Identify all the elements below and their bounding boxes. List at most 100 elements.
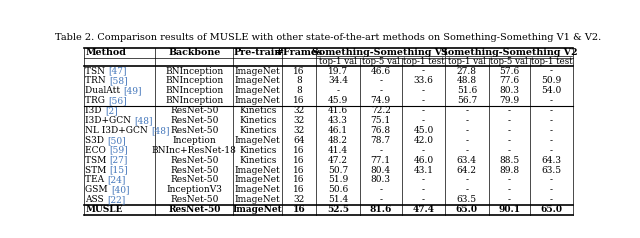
Text: -: - (380, 86, 382, 95)
Text: ResNet-50: ResNet-50 (170, 195, 218, 204)
Text: 45.0: 45.0 (413, 126, 434, 135)
Text: -: - (422, 67, 425, 75)
Text: [24]: [24] (108, 175, 126, 184)
Text: Kinetics: Kinetics (239, 146, 276, 155)
Text: -: - (508, 195, 511, 204)
Text: Kinetics: Kinetics (239, 106, 276, 115)
Text: -: - (550, 195, 553, 204)
Text: TRG: TRG (86, 96, 108, 105)
Text: top-1 val: top-1 val (448, 57, 486, 66)
Text: -: - (465, 106, 468, 115)
Text: Kinetics: Kinetics (239, 156, 276, 165)
Text: 46.0: 46.0 (413, 156, 434, 165)
Text: -: - (508, 116, 511, 125)
Text: 16: 16 (293, 175, 305, 184)
Text: 32: 32 (294, 116, 305, 125)
Text: ResNet-50: ResNet-50 (170, 116, 218, 125)
Text: -: - (550, 146, 553, 155)
Text: Kinetics: Kinetics (239, 116, 276, 125)
Text: 64.3: 64.3 (541, 156, 561, 165)
Text: DualAtt: DualAtt (86, 86, 124, 95)
Text: -: - (465, 126, 468, 135)
Text: #Frames: #Frames (276, 48, 323, 57)
Text: -: - (422, 106, 425, 115)
Text: 74.9: 74.9 (371, 96, 391, 105)
Text: ImageNet: ImageNet (235, 136, 280, 145)
Text: 33.6: 33.6 (413, 76, 433, 85)
Text: -: - (465, 136, 468, 145)
Text: -: - (422, 195, 425, 204)
Text: 32: 32 (294, 126, 305, 135)
Text: -: - (422, 185, 425, 194)
Text: 51.4: 51.4 (328, 195, 348, 204)
Text: 56.7: 56.7 (457, 96, 477, 105)
Text: [15]: [15] (109, 165, 129, 174)
Text: -: - (508, 106, 511, 115)
Text: -: - (380, 195, 382, 204)
Text: 79.9: 79.9 (499, 96, 519, 105)
Text: BNInception: BNInception (165, 76, 223, 85)
Text: -: - (508, 175, 511, 184)
Text: BNInc+ResNet-18: BNInc+ResNet-18 (152, 146, 237, 155)
Text: ResNet-50: ResNet-50 (170, 106, 218, 115)
Text: ResNet-50: ResNet-50 (170, 126, 218, 135)
Text: ImageNet: ImageNet (235, 165, 280, 174)
Text: ImageNet: ImageNet (235, 76, 280, 85)
Text: top-5 val: top-5 val (490, 57, 528, 66)
Text: -: - (380, 146, 382, 155)
Text: 63.4: 63.4 (457, 156, 477, 165)
Text: -: - (550, 116, 553, 125)
Text: 46.1: 46.1 (328, 126, 348, 135)
Text: 16: 16 (293, 205, 305, 214)
Text: 78.7: 78.7 (371, 136, 391, 145)
Text: 77.1: 77.1 (371, 156, 391, 165)
Text: top-1 test: top-1 test (531, 57, 572, 66)
Text: [48]: [48] (134, 116, 153, 125)
Text: [47]: [47] (108, 67, 127, 75)
Text: [22]: [22] (107, 195, 125, 204)
Text: 47.4: 47.4 (413, 205, 435, 214)
Text: -: - (337, 86, 339, 95)
Text: -: - (422, 116, 425, 125)
Text: GSM: GSM (86, 185, 111, 194)
Text: 64: 64 (293, 136, 305, 145)
Text: I3D: I3D (86, 106, 105, 115)
Text: 81.6: 81.6 (369, 205, 392, 214)
Text: ImageNet: ImageNet (235, 195, 280, 204)
Text: [49]: [49] (124, 86, 142, 95)
Text: -: - (422, 146, 425, 155)
Text: 51.6: 51.6 (457, 86, 477, 95)
Text: -: - (550, 126, 553, 135)
Text: MUSLE: MUSLE (86, 205, 123, 214)
Text: -: - (508, 136, 511, 145)
Text: ImageNet: ImageNet (235, 86, 280, 95)
Text: 16: 16 (293, 67, 305, 75)
Text: 57.6: 57.6 (499, 67, 519, 75)
Text: -: - (550, 67, 553, 75)
Text: -: - (465, 185, 468, 194)
Text: 50.9: 50.9 (541, 76, 561, 85)
Text: 48.8: 48.8 (457, 76, 477, 85)
Text: S3D: S3D (86, 136, 108, 145)
Text: 27.8: 27.8 (457, 67, 477, 75)
Text: 8: 8 (296, 86, 302, 95)
Text: -: - (550, 96, 553, 105)
Text: 89.8: 89.8 (499, 165, 519, 174)
Text: BNInception: BNInception (165, 96, 223, 105)
Text: 41.4: 41.4 (328, 146, 348, 155)
Text: 16: 16 (293, 165, 305, 174)
Text: 19.7: 19.7 (328, 67, 348, 75)
Text: -: - (508, 146, 511, 155)
Text: 42.0: 42.0 (413, 136, 433, 145)
Text: 51.9: 51.9 (328, 175, 348, 184)
Text: -: - (508, 126, 511, 135)
Text: [27]: [27] (109, 156, 128, 165)
Text: ResNet-50: ResNet-50 (170, 156, 218, 165)
Text: Something-Something V2: Something-Something V2 (441, 48, 577, 57)
Text: 16: 16 (293, 146, 305, 155)
Text: TRN: TRN (86, 76, 109, 85)
Text: -: - (465, 146, 468, 155)
Text: -: - (465, 175, 468, 184)
Text: -: - (508, 185, 511, 194)
Text: TSN: TSN (86, 67, 108, 75)
